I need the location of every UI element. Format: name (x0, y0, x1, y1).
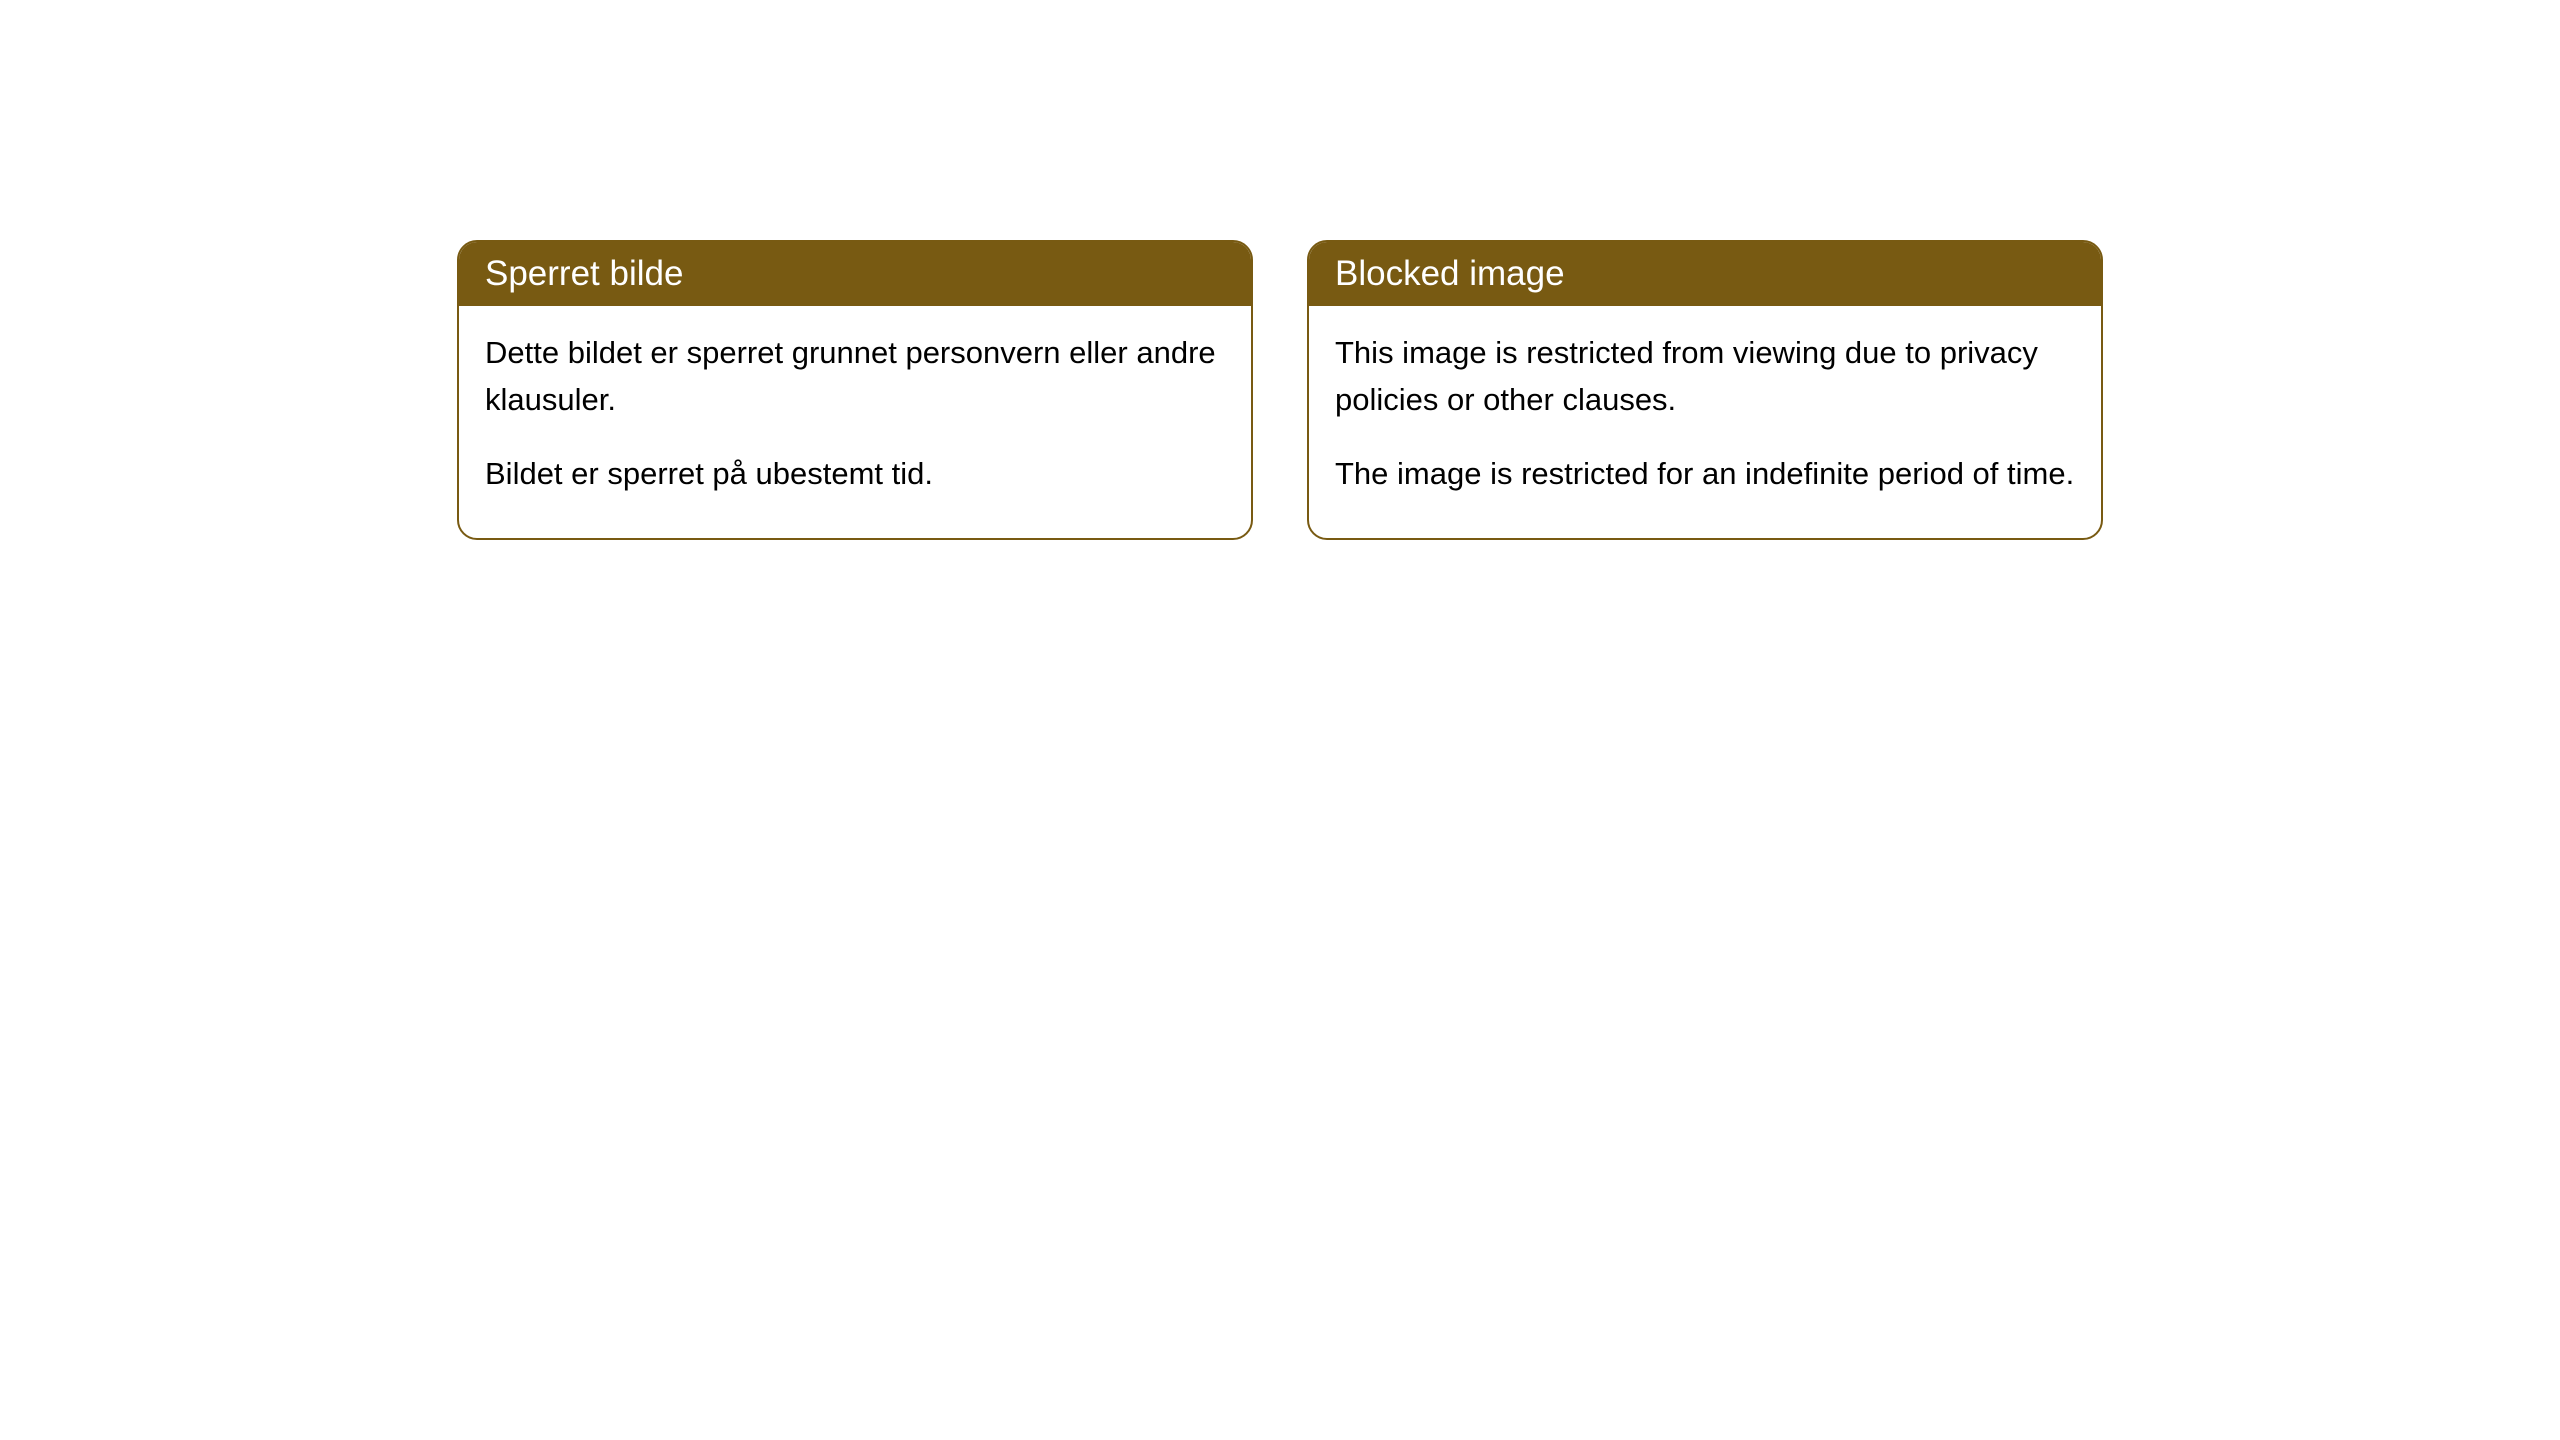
card-header: Blocked image (1309, 242, 2101, 306)
card-title: Sperret bilde (485, 254, 683, 293)
notice-container: Sperret bilde Dette bildet er sperret gr… (457, 240, 2103, 540)
card-paragraph: This image is restricted from viewing du… (1335, 330, 2075, 423)
card-body: This image is restricted from viewing du… (1309, 306, 2101, 538)
card-paragraph: The image is restricted for an indefinit… (1335, 451, 2075, 498)
blocked-image-card-english: Blocked image This image is restricted f… (1307, 240, 2103, 540)
card-paragraph: Dette bildet er sperret grunnet personve… (485, 330, 1225, 423)
blocked-image-card-norwegian: Sperret bilde Dette bildet er sperret gr… (457, 240, 1253, 540)
card-paragraph: Bildet er sperret på ubestemt tid. (485, 451, 1225, 498)
card-body: Dette bildet er sperret grunnet personve… (459, 306, 1251, 538)
card-title: Blocked image (1335, 254, 1565, 293)
card-header: Sperret bilde (459, 242, 1251, 306)
